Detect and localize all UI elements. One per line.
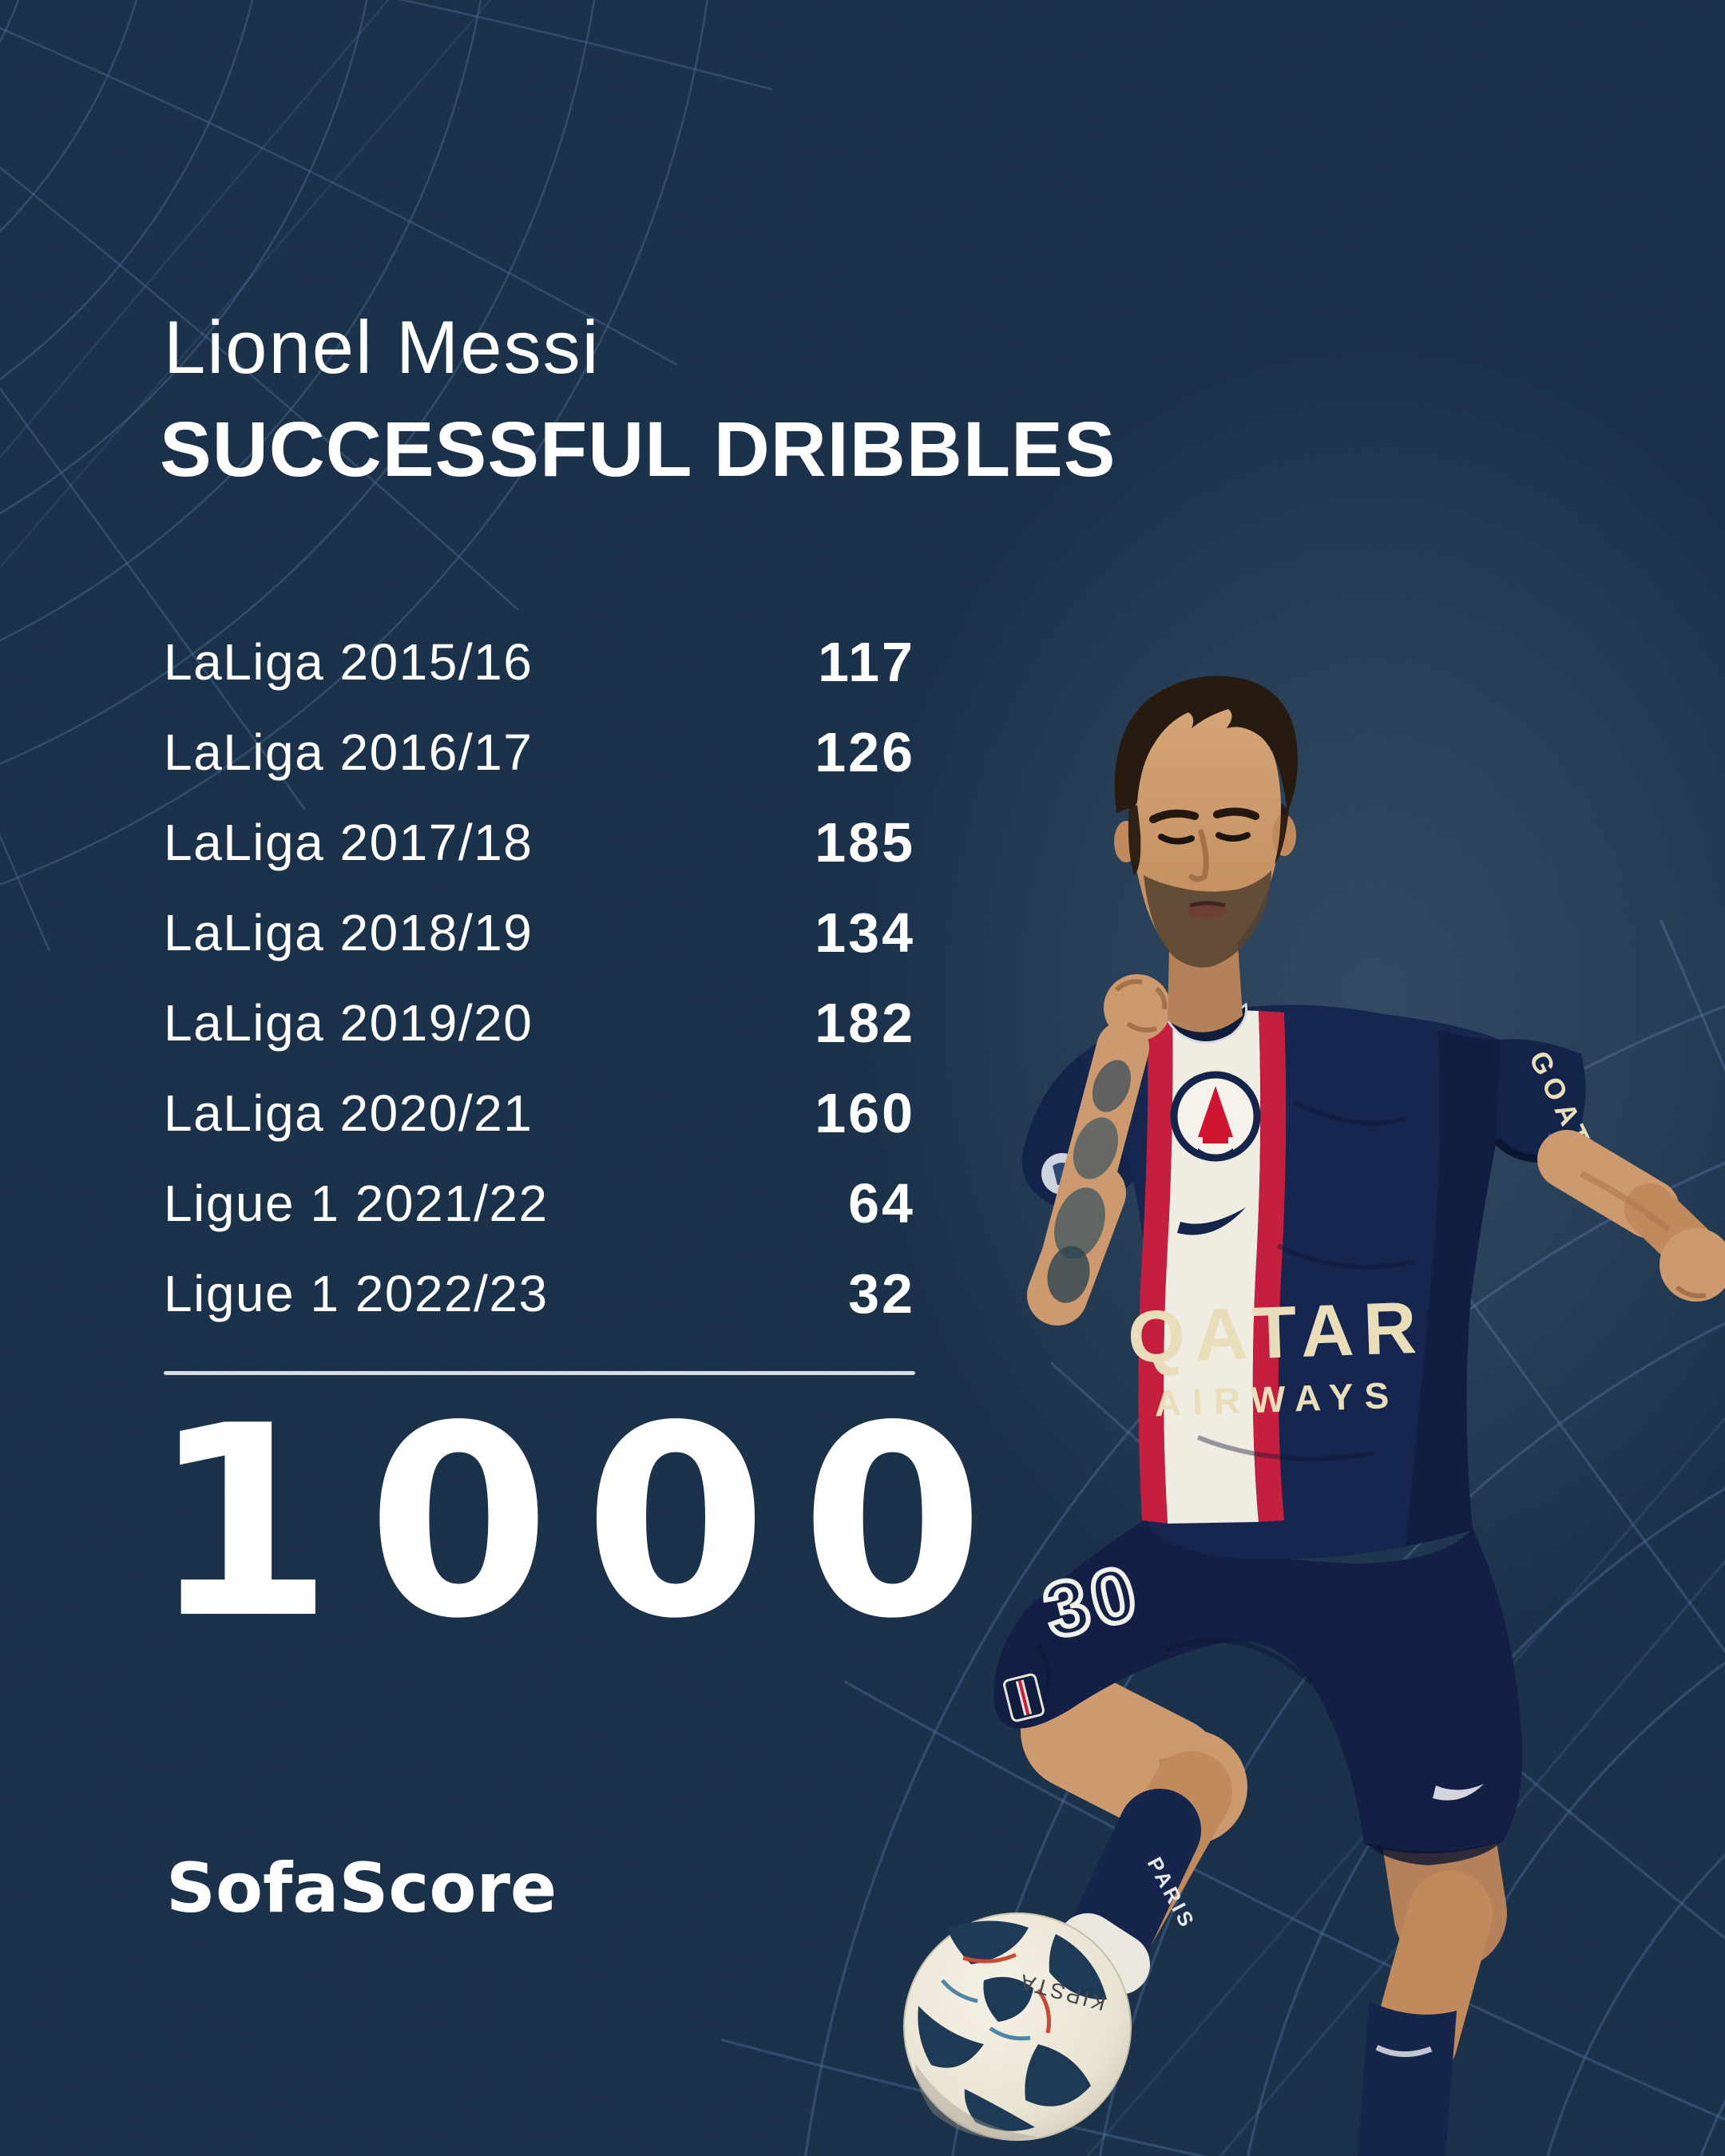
stat-row: Ligue 1 2022/23 32 <box>164 1248 915 1338</box>
stat-label: Ligue 1 2021/22 <box>164 1174 549 1232</box>
stat-value: 134 <box>815 901 915 964</box>
stat-value: 126 <box>815 720 915 783</box>
stat-value: 117 <box>818 630 915 693</box>
stat-value: 185 <box>815 810 915 874</box>
stat-label: LaLiga 2015/16 <box>164 632 533 691</box>
stat-row: LaLiga 2016/17 126 <box>164 707 915 797</box>
total-dribbles: 1000 <box>150 1369 1018 1676</box>
page-title: SUCCESSFUL DRIBBLES <box>160 406 1116 493</box>
stat-label: LaLiga 2018/19 <box>164 903 533 961</box>
stat-value: 32 <box>848 1262 915 1325</box>
player-name: Lionel Messi <box>164 305 601 389</box>
stat-label: LaLiga 2020/21 <box>164 1084 533 1142</box>
stat-label: LaLiga 2016/17 <box>164 723 533 781</box>
stat-value: 182 <box>815 991 915 1054</box>
stat-row: LaLiga 2017/18 185 <box>164 797 915 887</box>
stat-label: LaLiga 2019/20 <box>164 993 533 1052</box>
stat-row: LaLiga 2015/16 117 <box>164 616 915 707</box>
stat-row: LaLiga 2019/20 182 <box>164 977 915 1068</box>
stat-row: Ligue 1 2021/22 64 <box>164 1158 915 1248</box>
stat-value: 64 <box>848 1171 915 1235</box>
stat-label: LaLiga 2017/18 <box>164 813 533 871</box>
stat-label: Ligue 1 2022/23 <box>164 1264 549 1322</box>
sofascore-logo: SofaScore <box>166 1849 557 1928</box>
stats-list: LaLiga 2015/16 117 LaLiga 2016/17 126 LaLiga… <box>164 616 915 1338</box>
stat-row: LaLiga 2020/21 160 <box>164 1068 915 1158</box>
stat-row: LaLiga 2018/19 134 <box>164 887 915 977</box>
stat-value: 160 <box>815 1081 915 1144</box>
